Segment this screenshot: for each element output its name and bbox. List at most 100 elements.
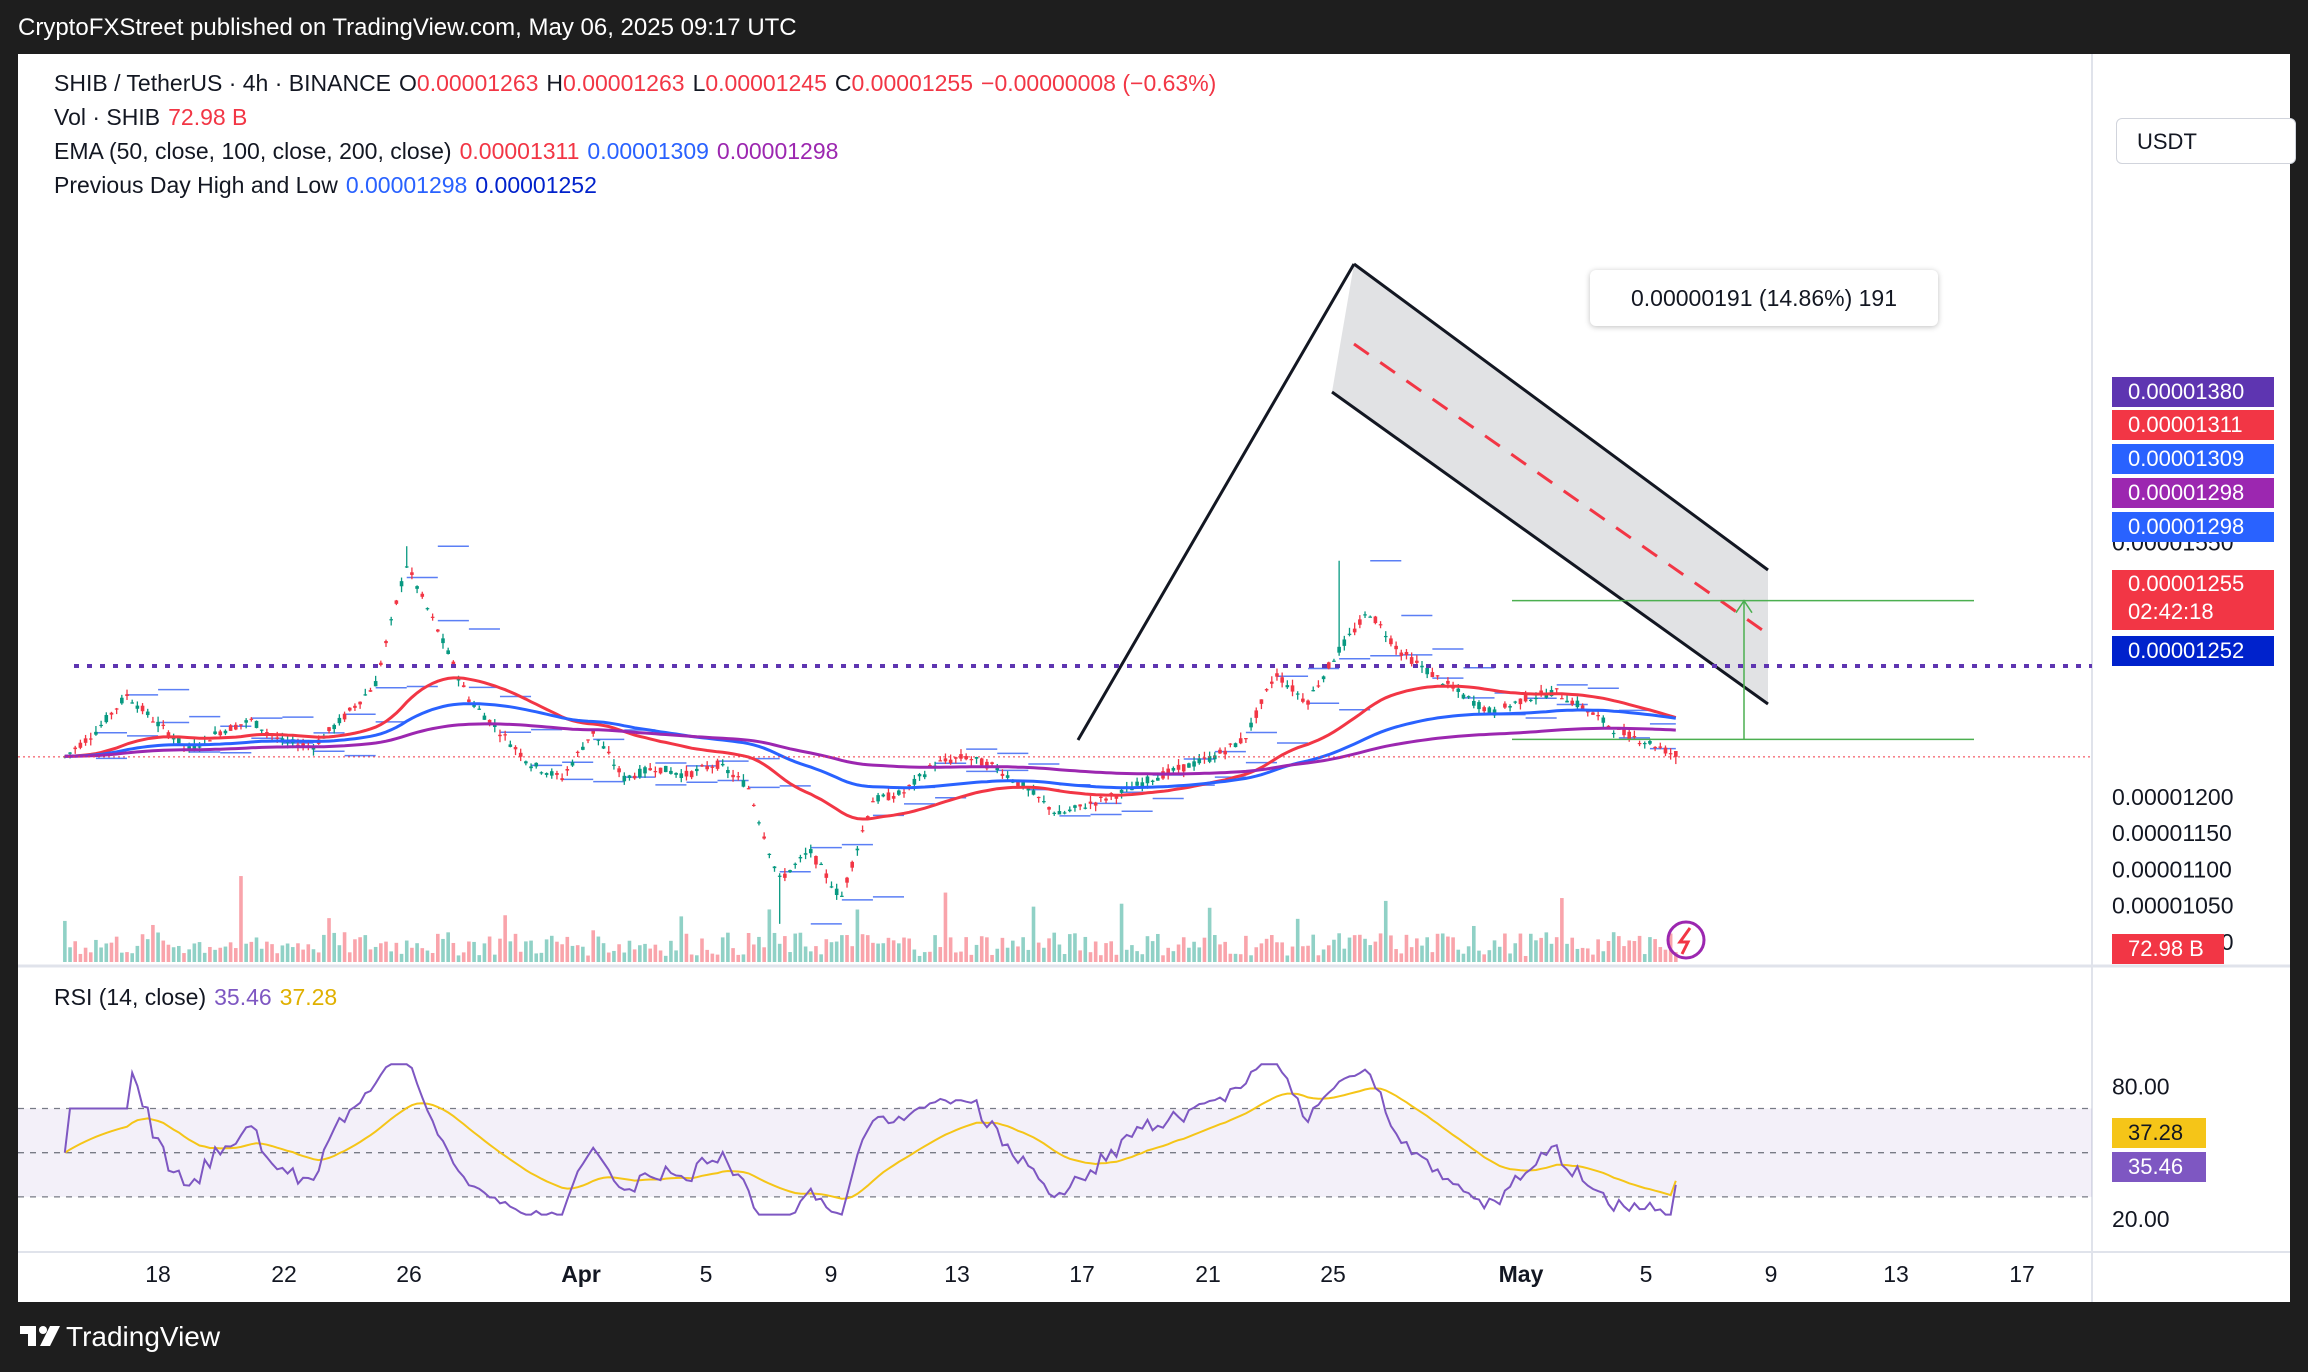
- candle-body: [529, 766, 533, 769]
- candle-body: [513, 747, 518, 750]
- symbol-title[interactable]: SHIB / TetherUS · 4h · BINANCE: [54, 70, 392, 96]
- descending-channel[interactable]: [1076, 262, 1769, 741]
- rsi-tick-label: 80.00: [2112, 1073, 2170, 1099]
- candle-body: [1560, 698, 1564, 700]
- candle-body: [1207, 756, 1212, 762]
- ema-label[interactable]: EMA (50, close, 100, close, 200, close): [54, 138, 452, 164]
- candle-body: [1290, 685, 1295, 692]
- candle-body: [218, 731, 223, 736]
- volume-bar: [1637, 935, 1642, 962]
- volume-bar: [1383, 900, 1388, 962]
- candle-body: [788, 870, 792, 873]
- candle-body: [1026, 788, 1031, 791]
- candle-body: [342, 713, 347, 720]
- volume-bar: [436, 933, 440, 962]
- volume-bar: [1213, 935, 1217, 962]
- candle-body: [1446, 680, 1450, 684]
- o-label: O: [399, 70, 417, 96]
- publish-text: CryptoFXStreet published on TradingView.…: [18, 14, 797, 41]
- candle-body: [467, 699, 471, 703]
- candle-body: [1192, 761, 1196, 767]
- volume-bar: [353, 939, 357, 962]
- volume-bar: [1233, 953, 1238, 962]
- candle-body: [1503, 703, 1507, 708]
- volume-bar: [1534, 940, 1538, 962]
- volume-bar: [897, 943, 901, 962]
- volume-bar: [1435, 933, 1440, 962]
- volume-bar: [1311, 934, 1316, 962]
- vol-label[interactable]: Vol · SHIB: [54, 104, 161, 130]
- rsi-line: [63, 1063, 1677, 1216]
- volume-bar: [555, 941, 559, 962]
- volume-bar: [379, 943, 383, 962]
- volume-bar: [1244, 935, 1248, 962]
- volume-bar: [808, 951, 813, 962]
- candle-body: [943, 758, 948, 762]
- volume-bar: [1114, 954, 1119, 962]
- volume-bar: [1394, 949, 1398, 962]
- candle-body: [772, 866, 777, 869]
- candle-body: [1394, 645, 1398, 650]
- rsi-label[interactable]: RSI (14, close): [54, 984, 207, 1010]
- volume-bar: [1549, 943, 1554, 962]
- volume-bar: [601, 943, 606, 962]
- candle-body: [907, 784, 911, 787]
- volume-bar: [1347, 937, 1352, 962]
- bar-countdown: 02:42:18: [2128, 599, 2214, 624]
- tradingview-logo-icon[interactable]: [18, 1322, 62, 1350]
- candle-body: [643, 767, 647, 774]
- volume-bar: [120, 952, 124, 962]
- candle-body: [627, 775, 632, 778]
- candle-body: [156, 721, 160, 727]
- candle-body: [1513, 701, 1518, 703]
- candle-body: [1373, 616, 1378, 624]
- volume-bar: [549, 935, 554, 962]
- candle-body: [1482, 707, 1486, 712]
- drawing-overlays[interactable]: [18, 599, 2092, 960]
- time-axis[interactable]: 18 22 26 Apr 5 9 13 17 21 25 May 5 9 13 17: [145, 1261, 2035, 1287]
- volume-bar: [456, 955, 461, 962]
- currency-button[interactable]: USDT: [2116, 118, 2296, 164]
- pdhl-label[interactable]: Previous Day High and Low: [54, 172, 338, 198]
- candle-body: [544, 773, 549, 775]
- volume-bar: [1461, 953, 1466, 962]
- candle-body: [1611, 732, 1616, 735]
- tradingview-brand[interactable]: TradingView: [66, 1321, 221, 1352]
- candle-body: [1456, 688, 1461, 692]
- candle-body: [700, 765, 704, 767]
- volume-bar: [638, 945, 642, 962]
- rsi-legend: RSI (14, close) 35.46 37.28: [54, 984, 345, 1011]
- candle-body: [1259, 699, 1264, 704]
- volume-bar: [508, 941, 513, 962]
- volume-bar: [1052, 932, 1057, 962]
- candle-body: [1409, 657, 1414, 664]
- volume-bar: [156, 932, 160, 962]
- candle-body: [902, 792, 906, 794]
- candle-body: [1627, 731, 1632, 740]
- chart-panel[interactable]: 0.000015500.000015000.000014500.00001200…: [18, 54, 2296, 1302]
- candle-body: [1275, 673, 1279, 677]
- volume-bar: [1596, 939, 1600, 962]
- candle-body: [1078, 804, 1082, 807]
- volume-bar: [1083, 936, 1088, 962]
- measure-label[interactable]: 0.00000191 (14.86%) 191: [1590, 270, 1938, 326]
- candle-body: [954, 757, 958, 759]
- candle-body: [1528, 699, 1533, 702]
- candle-body: [1187, 763, 1191, 768]
- time-tick-label: May: [1499, 1261, 1544, 1287]
- volume-bar: [1425, 937, 1429, 962]
- candle-body: [239, 724, 243, 726]
- pdl-price-tag: 0.00001252: [2112, 636, 2274, 666]
- candle-body: [482, 715, 487, 720]
- volume-bar: [285, 943, 290, 962]
- pdh-price-tag: 0.00001298: [2112, 512, 2274, 542]
- candle-body: [990, 762, 994, 764]
- volume-bar: [855, 909, 860, 962]
- volume-bar: [726, 932, 730, 962]
- candle-body: [938, 760, 943, 762]
- chart-svg[interactable]: 0.000015500.000015000.000014500.00001200…: [18, 54, 2290, 1302]
- candle-body: [669, 770, 673, 774]
- candle-body: [586, 739, 590, 741]
- candle-body: [109, 712, 114, 715]
- volume-bar: [1544, 932, 1549, 962]
